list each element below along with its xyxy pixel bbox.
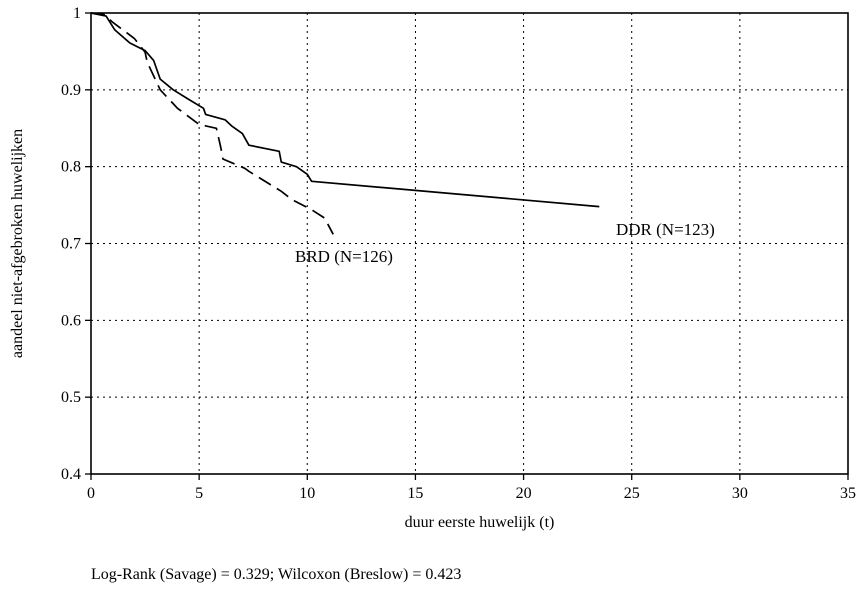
series-line-ddr <box>90 12 600 208</box>
x-tick-label: 0 <box>87 485 95 502</box>
x-tick-label: 35 <box>840 485 856 502</box>
series-label-brd: BRD (N=126) <box>295 247 393 266</box>
grid-lines <box>91 13 848 474</box>
x-tick-label: 20 <box>516 485 532 502</box>
y-tick-label: 0.8 <box>61 159 81 176</box>
y-tick-label: 0.4 <box>61 466 81 483</box>
test-statistics-footnote: Log-Rank (Savage) = 0.329; Wilcoxon (Bre… <box>91 566 461 583</box>
y-tick-label: 1 <box>73 5 81 22</box>
x-tick-label: 10 <box>299 485 315 502</box>
series-line-brd <box>90 12 334 235</box>
x-tick-label: 25 <box>624 485 640 502</box>
x-tick-label: 15 <box>407 485 423 502</box>
x-tick-label: 30 <box>732 485 748 502</box>
axis-ticks <box>85 12 849 480</box>
y-tick-label: 0.7 <box>61 236 81 253</box>
y-tick-labels: 0.4 0.5 0.6 0.7 0.8 0.9 1 <box>61 5 81 483</box>
series-label-ddr: DDR (N=123) <box>616 220 715 239</box>
series-lines <box>90 12 600 235</box>
x-axis-title: duur eerste huwelijk (t) <box>405 514 555 531</box>
y-tick-label: 0.6 <box>61 312 81 329</box>
y-tick-label: 0.9 <box>61 82 81 99</box>
x-tick-label: 5 <box>195 485 203 502</box>
y-tick-label: 0.5 <box>61 389 81 406</box>
x-tick-labels: 0 5 10 15 20 25 30 35 <box>87 485 856 502</box>
y-axis-title: aandeel niet-afgebroken huwelijken <box>9 129 26 358</box>
